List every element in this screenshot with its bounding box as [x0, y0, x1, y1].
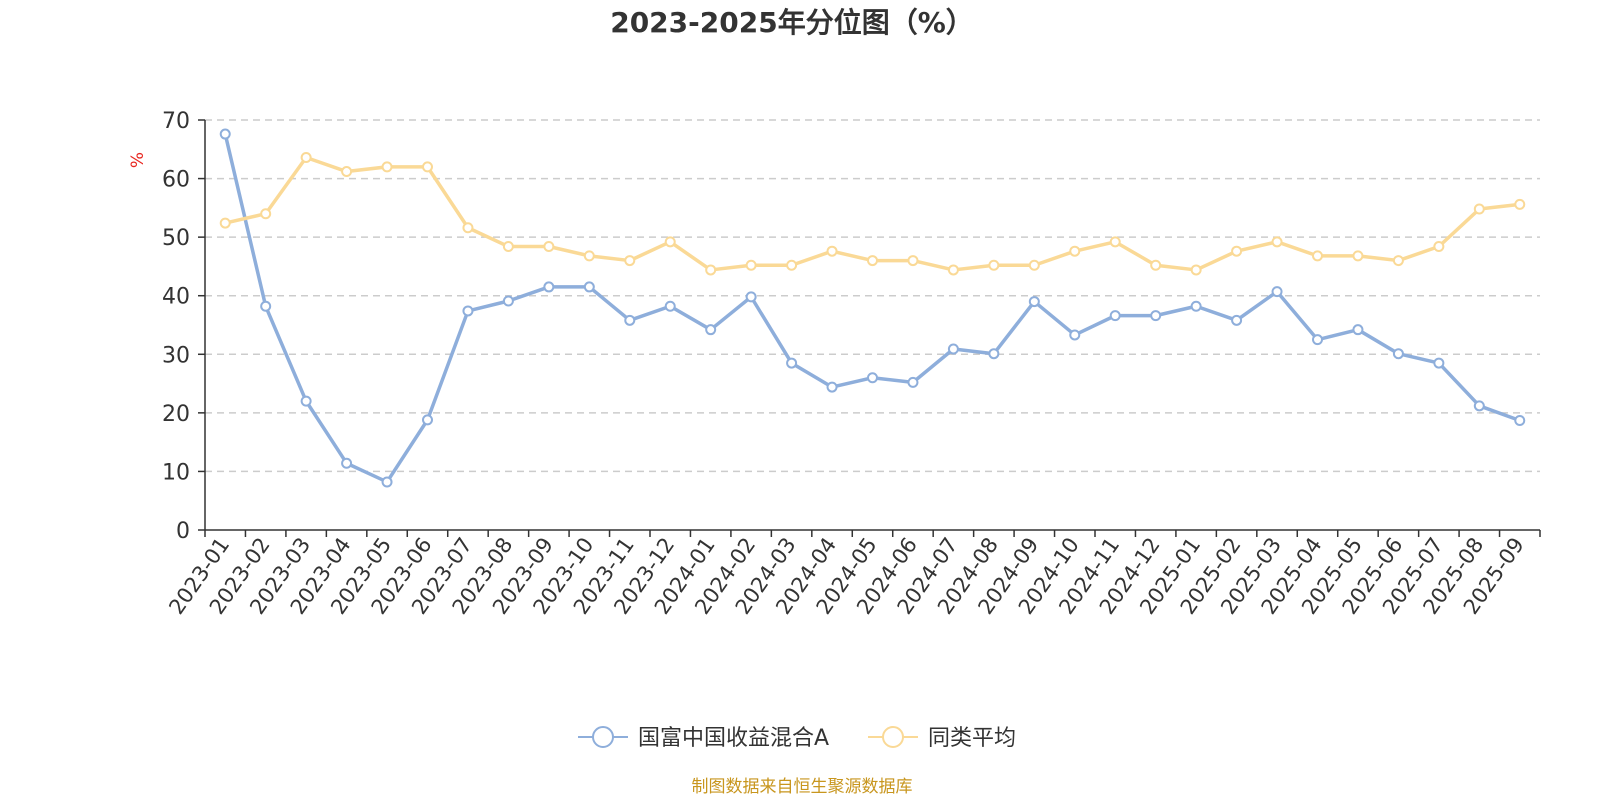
y-tick-label: 60 [162, 168, 190, 193]
data-point [1392, 255, 1404, 267]
data-point [705, 264, 717, 276]
grid-lines [205, 119, 1540, 473]
data-point [1231, 245, 1243, 257]
data-point [826, 381, 838, 393]
y-axis-unit-label: % [128, 152, 148, 168]
series-line-1 [223, 132, 1522, 484]
data-point [988, 348, 1000, 360]
data-points [219, 128, 1526, 488]
data-point [664, 300, 676, 312]
legend-swatch-marker [882, 726, 904, 748]
legend-item-series-2[interactable]: 同类平均 [868, 726, 1016, 751]
data-point [1473, 400, 1485, 412]
data-point [1271, 236, 1283, 248]
series-lines [223, 132, 1522, 484]
legend: 国富中国收益混合A 同类平均 [578, 726, 1016, 751]
y-tick-label: 50 [162, 226, 190, 251]
data-point [1190, 264, 1202, 276]
data-point [502, 295, 514, 307]
data-point [381, 161, 393, 173]
data-point [1069, 329, 1081, 341]
data-point [826, 245, 838, 257]
data-point [219, 128, 231, 140]
data-point [624, 314, 636, 326]
source-note: 制图数据来自恒生聚源数据库 [692, 777, 913, 797]
data-point [543, 281, 555, 293]
y-tick-label: 0 [176, 519, 190, 544]
data-point [341, 166, 353, 178]
data-point [705, 324, 717, 336]
data-point [583, 250, 595, 262]
data-point [1109, 310, 1121, 322]
data-point [1352, 324, 1364, 336]
y-tick-label: 40 [162, 285, 190, 310]
data-point [381, 476, 393, 488]
data-point [907, 255, 919, 267]
data-point [1150, 310, 1162, 322]
legend-item-series-1[interactable]: 国富中国收益混合A [578, 726, 829, 751]
data-point [1231, 314, 1243, 326]
data-point [1514, 198, 1526, 210]
data-point [1271, 286, 1283, 298]
data-point [462, 222, 474, 234]
y-tick-label: 10 [162, 460, 190, 485]
data-point [1514, 414, 1526, 426]
data-point [1190, 300, 1202, 312]
data-point [1109, 236, 1121, 248]
data-point [1312, 334, 1323, 346]
legend-label-series-1: 国富中国收益混合A [638, 726, 829, 751]
data-point [1028, 259, 1040, 271]
data-point [1069, 245, 1081, 257]
series-line-2 [223, 155, 1522, 272]
data-point [1312, 250, 1323, 262]
data-point [1473, 203, 1485, 215]
data-point [583, 281, 595, 293]
data-point [907, 376, 919, 388]
data-point [664, 236, 676, 248]
data-point [219, 217, 231, 229]
data-point [988, 259, 1000, 271]
data-point [260, 300, 272, 312]
y-tick-label: 20 [162, 402, 190, 427]
data-point [867, 255, 878, 267]
data-point [786, 259, 798, 271]
data-point [300, 395, 312, 407]
chart-title: 2023-2025年分位图（%） [610, 6, 974, 39]
data-point [1433, 357, 1445, 369]
axes: 0102030405060702023-012023-022023-032023… [162, 109, 1541, 619]
data-point [341, 457, 353, 469]
data-point [462, 305, 474, 317]
data-point [1392, 348, 1404, 360]
data-point [1028, 296, 1040, 308]
data-point [624, 255, 636, 267]
y-tick-label: 30 [162, 343, 190, 368]
data-point [422, 161, 433, 173]
legend-swatch-marker [592, 726, 614, 748]
y-tick-label: 70 [162, 109, 190, 134]
data-point [947, 264, 959, 276]
data-point [260, 208, 272, 220]
data-point [502, 241, 514, 253]
data-point [1433, 241, 1445, 253]
data-point [543, 241, 555, 253]
data-point [1150, 259, 1162, 271]
data-point [422, 414, 433, 426]
data-point [1352, 250, 1364, 262]
data-point [300, 151, 312, 163]
legend-label-series-2: 同类平均 [928, 726, 1016, 751]
data-point [786, 357, 798, 369]
data-point [745, 259, 757, 271]
data-point [745, 291, 757, 303]
data-point [867, 372, 878, 384]
data-point [947, 343, 959, 355]
